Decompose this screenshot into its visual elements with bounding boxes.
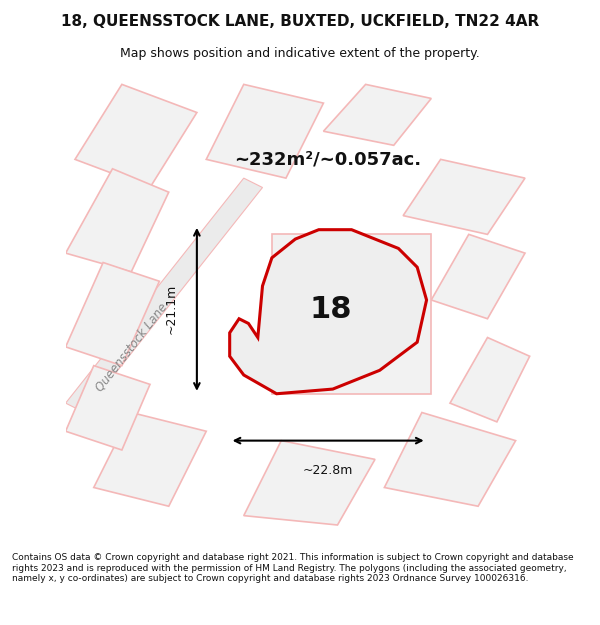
Text: Contains OS data © Crown copyright and database right 2021. This information is : Contains OS data © Crown copyright and d… <box>12 553 574 583</box>
Polygon shape <box>450 338 530 422</box>
Text: 18: 18 <box>309 295 352 324</box>
Text: Map shows position and indicative extent of the property.: Map shows position and indicative extent… <box>120 48 480 61</box>
Polygon shape <box>272 234 431 394</box>
Polygon shape <box>230 229 427 394</box>
Polygon shape <box>94 412 206 506</box>
Text: ~22.8m: ~22.8m <box>303 464 353 477</box>
Polygon shape <box>65 366 150 450</box>
Polygon shape <box>75 84 197 188</box>
Polygon shape <box>65 169 169 272</box>
Polygon shape <box>403 159 525 234</box>
Text: Queensstock Lane: Queensstock Lane <box>93 300 170 394</box>
Text: ~232m²/~0.057ac.: ~232m²/~0.057ac. <box>235 151 422 168</box>
Text: 18, QUEENSSTOCK LANE, BUXTED, UCKFIELD, TN22 4AR: 18, QUEENSSTOCK LANE, BUXTED, UCKFIELD, … <box>61 14 539 29</box>
Polygon shape <box>385 412 515 506</box>
Text: ~21.1m: ~21.1m <box>165 284 178 334</box>
Polygon shape <box>323 84 431 145</box>
Polygon shape <box>431 234 525 319</box>
Polygon shape <box>253 248 403 366</box>
Polygon shape <box>65 262 160 366</box>
Polygon shape <box>65 178 263 412</box>
Polygon shape <box>244 441 375 525</box>
Polygon shape <box>206 84 323 178</box>
